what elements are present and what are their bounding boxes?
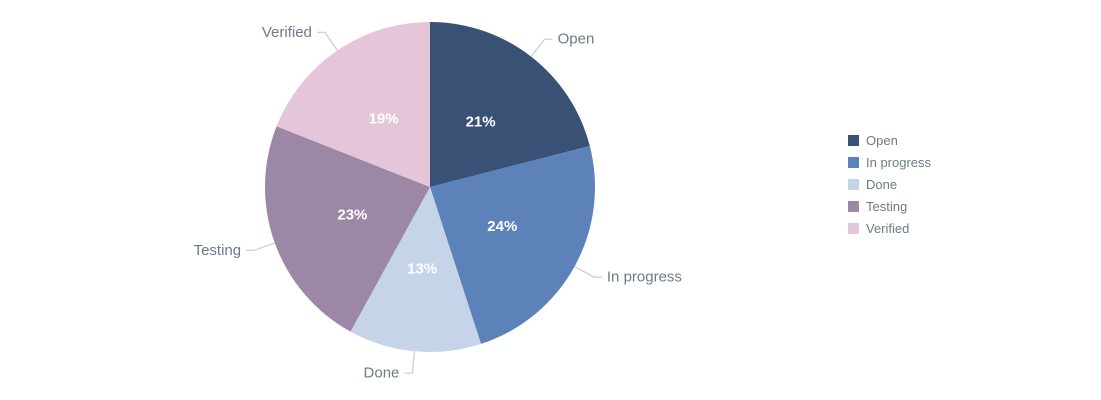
legend-label-done: Done bbox=[866, 177, 898, 192]
legend-item-done[interactable]: Done bbox=[848, 178, 931, 191]
slice-callout-label-testing: Testing bbox=[194, 242, 242, 259]
slice-callout-label-verified: Verified bbox=[262, 24, 312, 41]
legend-swatch-testing bbox=[848, 201, 859, 212]
leader-line-testing bbox=[246, 242, 276, 251]
legend-label-testing: Testing bbox=[866, 199, 908, 214]
pie-slice-open[interactable] bbox=[430, 22, 590, 187]
leader-line-in-progress bbox=[574, 265, 602, 278]
legend-item-open[interactable]: Open bbox=[848, 134, 931, 147]
legend-item-verified[interactable]: Verified bbox=[848, 222, 931, 235]
leader-line-verified bbox=[316, 31, 338, 51]
legend-label-open: Open bbox=[866, 133, 898, 148]
slice-callout-label-done: Done bbox=[364, 365, 400, 382]
pie-slice-verified[interactable] bbox=[276, 22, 430, 187]
pie-slice-in-progress[interactable] bbox=[430, 145, 596, 344]
pie-slice-testing[interactable] bbox=[265, 126, 430, 332]
chart-legend: Open In progress Done Testing Verified bbox=[848, 134, 931, 235]
slice-callout-label-in-progress: In progress bbox=[607, 269, 682, 286]
pie-slice-done[interactable] bbox=[350, 187, 481, 352]
legend-swatch-verified bbox=[848, 223, 859, 234]
legend-label-verified: Verified bbox=[866, 221, 910, 236]
legend-item-testing[interactable]: Testing bbox=[848, 200, 931, 213]
legend-label-in-progress: In progress bbox=[866, 155, 932, 170]
leader-line-done bbox=[404, 351, 416, 374]
legend-swatch-done bbox=[848, 179, 859, 190]
slice-callout-label-open: Open bbox=[558, 31, 595, 48]
legend-swatch-open bbox=[848, 135, 859, 146]
leader-line-open bbox=[530, 38, 553, 57]
legend-swatch-in-progress bbox=[848, 157, 859, 168]
legend-item-in-progress[interactable]: In progress bbox=[848, 156, 931, 169]
